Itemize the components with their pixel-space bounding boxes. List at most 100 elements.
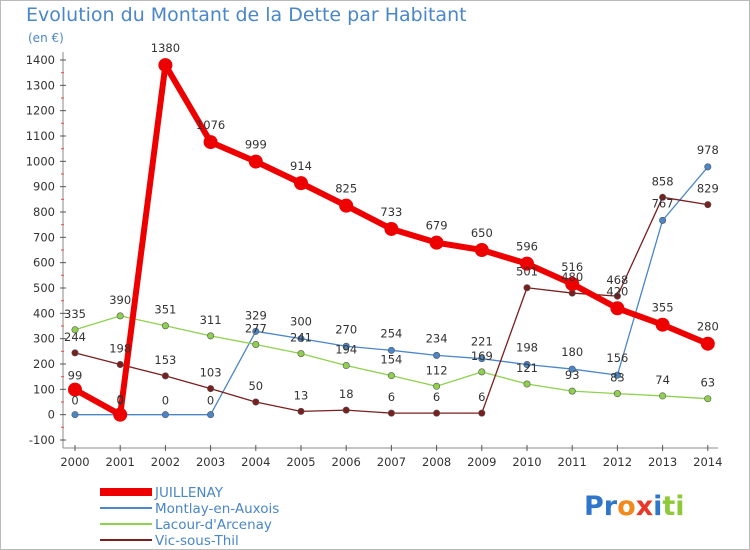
data-label: 121 [516,361,538,375]
legend-label: Vic-sous-Thil [155,533,239,549]
data-point [659,193,667,201]
data-label: 103 [200,366,222,380]
x-tick-label: 2001 [106,455,135,469]
x-tick-label: 2012 [603,455,632,469]
data-point [342,362,350,370]
data-label: 0 [207,394,214,408]
data-label: 767 [652,196,674,210]
legend-label: JUILLENAY [154,485,224,501]
data-point [433,382,441,390]
data-point [523,380,531,388]
y-tick-label: 800 [33,205,55,219]
chart-title: Evolution du Montant de la Dette par Hab… [26,4,467,26]
data-point [433,409,441,417]
data-point [565,276,580,291]
data-point [161,411,169,419]
data-point [387,346,395,354]
data-label: 13 [294,388,309,402]
x-tick-label: 2007 [377,455,406,469]
data-point [659,216,667,224]
y-tick-label: 1100 [26,129,55,143]
data-label: 596 [516,240,538,254]
data-label: 1076 [196,118,225,132]
logo-letter: x [636,491,653,522]
y-tick-label: 500 [33,281,55,295]
data-label: 825 [335,182,357,196]
data-label: 829 [697,182,719,196]
y-tick-label: 900 [33,180,55,194]
logo-letter: P [584,491,604,522]
data-label: 0 [117,394,124,408]
data-label: 221 [471,335,493,349]
legend: JUILLENAYMontlay-en-AuxoisLacour-d'Arcen… [100,485,279,549]
data-point [523,284,531,292]
data-label: 153 [154,353,176,367]
x-tick-label: 2004 [241,455,270,469]
x-tick-label: 2008 [422,455,451,469]
data-label: 254 [380,326,402,340]
data-point [704,395,712,403]
data-point [71,349,79,357]
data-label: 335 [64,307,86,321]
data-label: 355 [652,301,674,315]
data-label: 311 [200,313,222,327]
data-point [342,342,350,350]
data-point [248,154,263,169]
data-point [387,409,395,417]
data-point [68,382,82,397]
data-point [478,368,486,376]
data-point [478,355,486,363]
data-point [704,163,712,171]
data-point [207,411,215,419]
data-point [207,332,215,340]
data-point [161,372,169,380]
data-label: 733 [380,205,402,219]
data-label: 0 [71,394,78,408]
data-point [297,407,305,415]
data-label: 914 [290,159,312,173]
data-label: 390 [109,293,131,307]
data-point [207,385,215,393]
x-tick-label: 2014 [693,455,722,469]
data-label: 679 [426,219,448,233]
data-label: 1380 [151,41,180,55]
data-label: 0 [162,394,169,408]
x-tick-label: 2003 [196,455,225,469]
data-label: 420 [606,284,628,298]
logo-letter: o [617,491,636,522]
data-point [339,198,354,213]
data-point [659,392,667,400]
legend-label: Montlay-en-Auxois [155,501,279,517]
data-point [158,58,173,73]
data-point [297,335,305,343]
data-point [252,398,260,406]
data-label: 351 [154,303,176,317]
data-point [252,327,260,335]
data-point [116,312,124,320]
logo-letter: t [662,491,675,522]
x-tick-label: 2006 [332,455,361,469]
data-label: 329 [245,308,267,322]
data-point [203,135,218,150]
y-tick-label: 1400 [26,53,55,67]
data-label: 50 [248,379,263,393]
data-point [116,361,124,369]
data-label: 858 [652,174,674,188]
data-label: 300 [290,315,312,329]
y-tick-label: 600 [33,256,55,270]
data-label: 154 [380,353,402,367]
data-label: 480 [561,270,583,284]
data-label: 501 [516,265,538,279]
data-label: 180 [561,345,583,359]
x-tick-label: 2009 [467,455,496,469]
x-tick-label: 2010 [512,455,541,469]
data-label: 169 [471,349,493,363]
y-tick-label: -100 [29,433,55,447]
data-point [478,409,486,417]
data-point [384,221,399,236]
data-point [342,406,350,414]
data-label: 6 [388,390,395,404]
data-label: 194 [335,343,357,357]
y-tick-label: 300 [33,332,55,346]
